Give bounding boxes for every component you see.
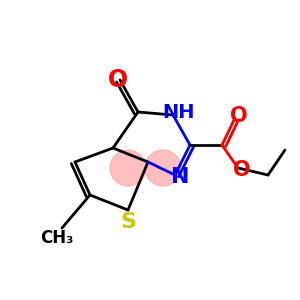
Text: O: O — [230, 106, 248, 126]
Text: N: N — [171, 167, 189, 187]
Text: S: S — [120, 212, 136, 232]
Text: O: O — [108, 68, 128, 92]
Text: NH: NH — [162, 103, 194, 122]
Circle shape — [110, 150, 146, 186]
Circle shape — [145, 150, 181, 186]
Text: O: O — [233, 160, 251, 180]
Text: CH₃: CH₃ — [40, 229, 74, 247]
